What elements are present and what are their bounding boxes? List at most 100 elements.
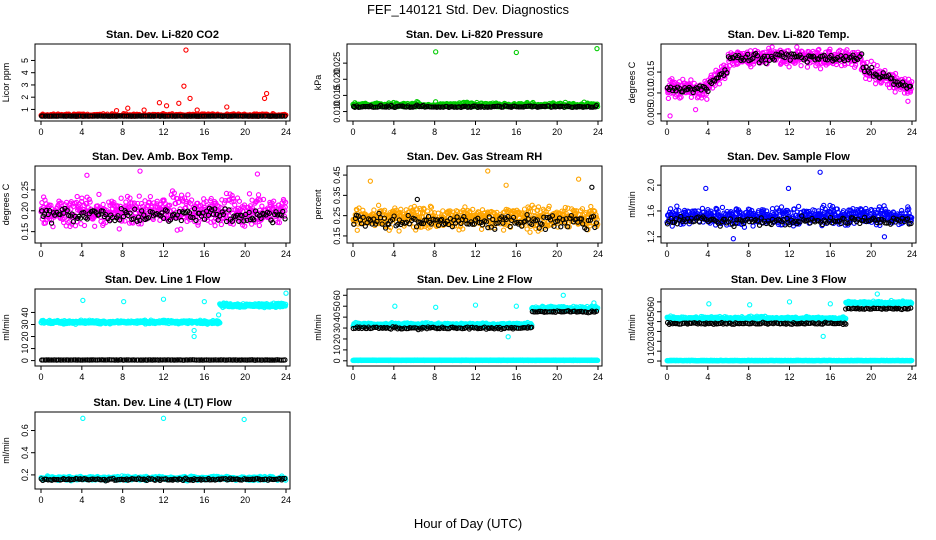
y-axis-label: degrees C: [1, 183, 11, 225]
x-tick-label: 0: [38, 372, 43, 382]
data-point: [261, 95, 268, 102]
x-tick-label: 20: [552, 127, 562, 137]
y-tick-label: 0: [20, 358, 30, 363]
x-tick-label: 4: [705, 127, 710, 137]
data-point: [72, 113, 78, 119]
data-point: [730, 236, 737, 242]
y-axis-label: Licor ppm: [1, 63, 11, 103]
data-point: [249, 113, 256, 119]
data-point: [84, 172, 90, 178]
data-point: [881, 234, 888, 240]
data-point: [481, 104, 487, 110]
data-point: [110, 113, 116, 119]
series-hourly: [351, 102, 600, 110]
y-tick-label: 0.25: [20, 181, 30, 199]
y-tick-label: 2: [20, 95, 30, 100]
data-point: [193, 113, 199, 119]
y-tick-label: 0.010: [646, 82, 656, 105]
y-axis-label: percent: [313, 189, 323, 220]
chart-title: Stan. Dev. Li-820 Temp.: [728, 29, 850, 41]
data-point: [795, 203, 802, 210]
data-point: [123, 199, 129, 205]
y-tick-label: 0.025: [332, 52, 342, 75]
x-tick-label: 12: [470, 249, 480, 259]
data-point: [905, 98, 911, 104]
series-5-min: [664, 44, 915, 119]
data-point: [485, 168, 491, 174]
plot-frame: [660, 43, 917, 122]
x-tick-label: 0: [38, 249, 43, 259]
data-point: [254, 171, 261, 177]
chart-title: Stan. Dev. Gas Stream RH: [407, 151, 543, 163]
data-point: [166, 113, 172, 119]
y-tick-label: 0.15: [20, 223, 30, 241]
data-point: [665, 95, 672, 102]
y-tick-label: 3: [20, 82, 30, 87]
data-point: [180, 113, 186, 119]
y-tick-label: 0.25: [332, 207, 342, 225]
x-tick-label: 16: [825, 127, 835, 137]
data-point: [589, 184, 595, 190]
data-point: [354, 227, 360, 233]
data-point: [513, 104, 520, 110]
x-tick-label: 8: [432, 127, 437, 137]
y-tick-label: 0.015: [332, 84, 342, 107]
y-tick-label: 0.015: [646, 61, 656, 84]
x-tick-label: 16: [825, 249, 835, 259]
data-point: [566, 103, 572, 110]
data-point: [256, 222, 263, 229]
x-tick-label: 12: [470, 127, 480, 137]
data-point: [118, 195, 124, 201]
data-point: [282, 216, 288, 222]
data-point: [383, 104, 389, 110]
x-tick-label: 20: [552, 249, 562, 259]
data-point: [389, 104, 395, 110]
data-point: [194, 107, 200, 113]
data-point: [100, 113, 106, 119]
data-point: [246, 191, 253, 197]
data-point: [92, 223, 98, 229]
x-tick-label: 0: [664, 127, 669, 137]
data-point: [256, 113, 262, 119]
data-point: [113, 108, 120, 114]
data-point: [704, 96, 710, 102]
y-tick-label: 20: [20, 332, 30, 342]
plot-frame: [660, 165, 917, 244]
series-5-min: [38, 47, 289, 119]
data-point: [449, 103, 455, 110]
x-tick-label: 24: [281, 249, 291, 259]
x-tick-label: 24: [281, 127, 291, 137]
y-tick-label: 30: [20, 319, 30, 329]
data-point: [794, 44, 800, 50]
data-point: [212, 223, 218, 229]
data-point: [187, 95, 193, 102]
x-tick-label: 4: [79, 249, 84, 259]
y-tick-label: 10: [20, 344, 30, 354]
x-tick-label: 4: [391, 249, 396, 259]
series-5-min: [38, 290, 289, 340]
data-point: [81, 113, 87, 119]
data-point: [804, 64, 811, 70]
data-point: [522, 103, 528, 110]
series-5-min: [664, 169, 915, 242]
data-point: [593, 102, 600, 109]
data-point: [43, 113, 49, 119]
data-point: [542, 103, 548, 110]
y-tick-label: 0.35: [332, 187, 342, 205]
x-tick-label: 20: [240, 249, 250, 259]
x-tick-label: 8: [120, 372, 125, 382]
y-axis-label: degrees C: [627, 61, 637, 103]
data-point: [100, 201, 106, 208]
x-tick-label: 12: [158, 372, 168, 382]
chart-panel-3: Stan. Dev. Li-820 Temp.degrees C0 4 8 12 16 2…: [627, 29, 917, 137]
data-point: [150, 113, 157, 119]
data-point: [200, 113, 206, 119]
data-point: [156, 100, 163, 106]
data-point: [227, 113, 233, 119]
data-point: [594, 45, 600, 52]
x-tick-label: 0: [350, 249, 355, 259]
data-point: [667, 113, 673, 119]
data-point: [478, 226, 485, 232]
